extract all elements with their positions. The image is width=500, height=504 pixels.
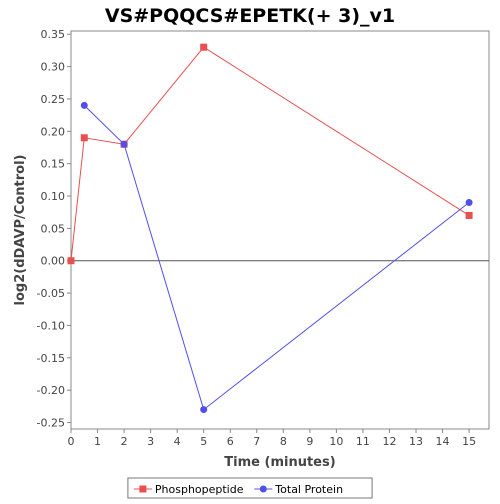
- legend-label: Phosphopeptide: [155, 483, 244, 496]
- series-line: [83, 105, 470, 411]
- x-tick-label: 0: [68, 435, 75, 448]
- x-tick-label: 9: [306, 435, 313, 448]
- x-tick-label: 10: [329, 435, 343, 448]
- y-tick-label: 0.20: [41, 125, 66, 138]
- legend: Phosphopeptide Total Protein: [127, 477, 373, 499]
- x-axis: 0 1 2 3 4 5 6 7 8 9 10 11 12 13 14 15: [68, 429, 476, 448]
- data-point-circle: [120, 140, 128, 148]
- x-tick-label: 15: [462, 435, 476, 448]
- series-layer: [67, 43, 473, 414]
- x-tick-label: 13: [409, 435, 423, 448]
- y-tick-label: -0.15: [37, 352, 65, 365]
- y-tick-label: 0.30: [41, 61, 66, 74]
- y-axis-label: log2(dDAVP/Control): [13, 155, 28, 306]
- data-point-square: [465, 211, 473, 219]
- y-tick-label: 0.05: [41, 222, 66, 235]
- legend-box: [127, 477, 373, 499]
- series-total-protein: [80, 101, 473, 414]
- data-point-circle: [200, 406, 208, 414]
- data-point-circle: [465, 198, 473, 206]
- y-tick-label: 0.35: [41, 28, 66, 41]
- y-tick-label: -0.05: [37, 287, 65, 300]
- data-point-square: [80, 134, 88, 142]
- legend-marker-square: [139, 485, 147, 493]
- x-tick-label: 14: [436, 435, 450, 448]
- data-point-circle: [80, 101, 88, 109]
- y-tick-label: -0.25: [37, 417, 65, 430]
- x-tick-label: 3: [147, 435, 154, 448]
- plot-area: [70, 30, 490, 430]
- y-tick-label: 0.25: [41, 93, 66, 106]
- x-tick-label: 7: [253, 435, 260, 448]
- x-tick-label: 4: [174, 435, 181, 448]
- data-point-square: [200, 43, 208, 51]
- legend-marker-circle: [259, 485, 267, 493]
- y-tick-label: -0.20: [37, 384, 65, 397]
- legend-label: Total Protein: [274, 483, 343, 496]
- x-tick-label: 5: [200, 435, 207, 448]
- x-tick-label: 12: [382, 435, 396, 448]
- chart-title: VS#PQQCS#EPETK(+ 3)_v1: [105, 5, 395, 27]
- data-point-square: [67, 257, 75, 265]
- x-tick-label: 8: [280, 435, 287, 448]
- x-tick-label: 1: [94, 435, 101, 448]
- x-tick-label: 6: [227, 435, 234, 448]
- x-axis-label: Time (minutes): [224, 455, 335, 470]
- y-tick-label: 0.10: [41, 190, 66, 203]
- x-tick-label: 11: [356, 435, 370, 448]
- x-tick-label: 2: [121, 435, 128, 448]
- y-tick-label: 0.00: [41, 255, 66, 268]
- y-tick-label: 0.15: [41, 158, 66, 171]
- y-tick-label: -0.10: [37, 319, 65, 332]
- y-axis: 0.35 0.30 0.25 0.20 0.15 0.10 0.05 0.00 -0.05 -0.…: [37, 28, 71, 430]
